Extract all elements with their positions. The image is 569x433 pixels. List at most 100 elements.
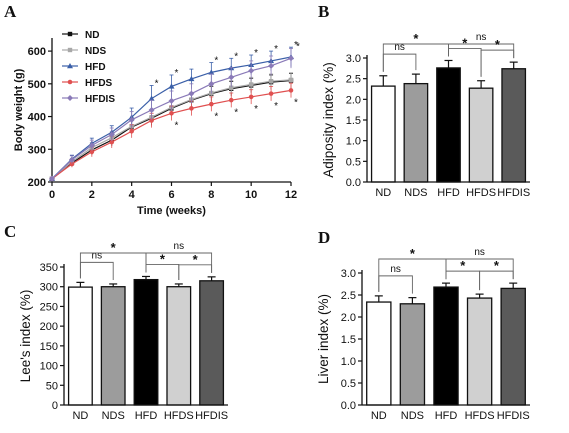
comparison-bracket (445, 258, 514, 280)
comparison-label: ns (394, 42, 405, 53)
comparison-label: ns (174, 241, 185, 252)
comparison-bracket (79, 261, 114, 280)
comparison-label: * (495, 37, 501, 52)
bar-nd (366, 301, 392, 406)
comparison-bracket (178, 264, 213, 280)
significance-mark: * (254, 48, 258, 59)
bar-nd (67, 286, 93, 406)
data-point (288, 88, 294, 93)
data-point (188, 75, 195, 82)
bar-hfdis (501, 68, 527, 183)
legend-entry: HFD (85, 62, 106, 73)
bar-nds (399, 303, 426, 406)
bar-chart-lees-index: 0 50 100 150 200 250 300 350 ND NDS HFD HFDS HFDIS Le… (18, 240, 228, 422)
panel-label-b: B (318, 2, 329, 21)
data-point (148, 95, 155, 101)
y-tick-label: 1.5 (341, 334, 356, 346)
data-point (148, 107, 155, 113)
data-point (228, 74, 235, 81)
significance-mark: * (254, 104, 258, 115)
comparison-label: ns (476, 32, 487, 43)
bar-hfds (166, 286, 192, 406)
bar-hfd (433, 286, 459, 406)
x-tick-label: NDS (401, 410, 424, 422)
legend-entry: HFDIS (85, 94, 115, 105)
line-chart-body-weight: 0 2 4 6 8 10 12 200 300 400 500 600 Time (weeks) Body… (13, 30, 300, 217)
y-tick-label: 1.5 (346, 115, 361, 127)
significance-mark: * (175, 120, 179, 131)
y-tick-label: 200 (40, 321, 58, 333)
x-tick-label: ND (371, 410, 387, 422)
y-tick-label: 400 (28, 112, 46, 124)
data-point (248, 82, 254, 87)
y-tick-label: 250 (40, 301, 58, 313)
y-tick-label: 300 (28, 144, 46, 156)
y-tick-label: 50 (46, 380, 58, 392)
data-point (189, 106, 194, 111)
y-tick-label: 2.0 (346, 94, 361, 106)
comparison-bracket (145, 252, 213, 273)
data-point (209, 101, 214, 107)
bar-chart-adiposity-index: 0.0 0.5 1.0 1.5 2.0 2.5 3.0 ND NDS HFD HFDS HFDIS Ad… (321, 31, 530, 199)
bar-hfds (466, 297, 493, 406)
significance-mark: * (294, 98, 298, 109)
data-point (228, 97, 234, 103)
comparison-bracket (480, 49, 515, 77)
data-point (188, 90, 195, 97)
data-point (68, 156, 75, 163)
legend-marker (67, 79, 73, 85)
y-tick-label: 1.0 (341, 356, 356, 368)
data-point (208, 80, 215, 87)
data-point (288, 77, 294, 83)
data-point (208, 69, 215, 75)
legend-marker (67, 95, 73, 101)
data-point (49, 175, 55, 182)
comparison-label: * (413, 31, 419, 46)
legend-entry: NDS (85, 46, 106, 57)
significance-mark: * (294, 40, 298, 51)
significance-mark: * (175, 68, 179, 79)
x-tick-label: 0 (49, 189, 55, 201)
x-tick-label: ND (72, 410, 88, 422)
significance-mark: * (274, 101, 278, 112)
bar-chart-liver-index: 0.0 0.5 1.0 1.5 2.0 2.5 3.0 ND NDS HFD HFDS HFDIS Li… (316, 246, 530, 422)
y-tick-label: 600 (28, 46, 46, 58)
data-point (149, 118, 154, 123)
y-tick-label: 0.5 (341, 378, 356, 390)
data-point (168, 83, 175, 89)
data-point (288, 55, 294, 62)
data-point (268, 91, 274, 96)
comparison-label: * (193, 252, 199, 267)
comparison-bracket (378, 275, 413, 294)
y-tick-label: 3.0 (341, 268, 356, 280)
bar-hfd (436, 67, 461, 183)
x-tick-label: 2 (89, 189, 95, 201)
x-tick-label: HFDIS (497, 187, 530, 199)
y-axis-title: Body weight (g) (13, 68, 25, 151)
legend-marker (67, 47, 73, 53)
bar-hfdis (199, 280, 225, 406)
y-tick-label: 100 (40, 361, 58, 373)
significance-mark: * (234, 51, 238, 62)
y-tick-label: 150 (40, 341, 58, 353)
data-point (88, 142, 95, 149)
x-tick-label: HFDS (466, 187, 496, 199)
x-tick-label: NDS (404, 187, 427, 199)
panel-label-c: C (4, 222, 16, 241)
y-tick-label: 300 (40, 282, 58, 294)
panel-label-d: D (318, 228, 330, 247)
data-point (109, 139, 115, 145)
significance-mark: * (234, 107, 238, 118)
x-axis-title: Time (weeks) (137, 205, 206, 217)
x-tick-label: HFDS (465, 410, 495, 422)
y-tick-label: 350 (40, 262, 58, 274)
data-point (128, 116, 135, 123)
bar-nds (403, 82, 429, 183)
data-point (168, 97, 175, 104)
y-tick-label: 500 (28, 79, 46, 91)
y-tick-label: 2.5 (341, 290, 356, 302)
x-tick-label: HFD (435, 410, 458, 422)
comparison-label: * (111, 240, 117, 255)
x-tick-label: 8 (208, 189, 214, 201)
